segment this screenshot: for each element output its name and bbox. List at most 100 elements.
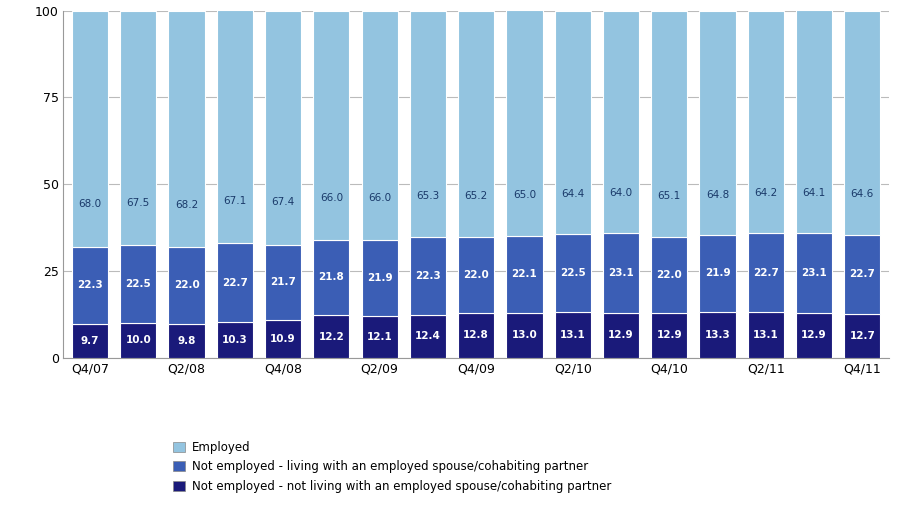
Text: 22.5: 22.5	[125, 279, 151, 289]
Text: 22.0: 22.0	[174, 280, 200, 290]
Bar	[410, 315, 446, 358]
Bar	[651, 313, 688, 358]
Bar	[72, 11, 108, 247]
Text: 22.3: 22.3	[77, 280, 102, 290]
Text: 64.4: 64.4	[561, 189, 584, 199]
Text: 12.2: 12.2	[318, 331, 345, 341]
Bar	[554, 312, 590, 358]
Text: 22.7: 22.7	[753, 268, 779, 278]
Bar	[362, 316, 398, 358]
Text: 10.0: 10.0	[125, 335, 151, 346]
Bar	[651, 11, 688, 237]
Text: 68.2: 68.2	[175, 200, 199, 210]
Bar	[362, 11, 398, 240]
Bar	[699, 11, 736, 236]
Text: 67.1: 67.1	[223, 196, 247, 206]
Text: 21.9: 21.9	[705, 268, 730, 278]
Bar	[747, 312, 784, 358]
Text: 22.5: 22.5	[560, 268, 586, 278]
Text: 9.7: 9.7	[81, 336, 99, 346]
Text: 21.7: 21.7	[270, 277, 296, 287]
Legend: Employed, Not employed - living with an employed spouse/cohabiting partner, Not : Employed, Not employed - living with an …	[169, 436, 616, 498]
Text: 66.0: 66.0	[368, 194, 391, 204]
Text: 13.1: 13.1	[753, 330, 778, 340]
Text: 13.1: 13.1	[560, 330, 586, 340]
Bar	[410, 237, 446, 315]
Bar	[458, 237, 494, 313]
Text: 64.8: 64.8	[706, 190, 729, 200]
Bar	[265, 11, 301, 245]
Bar	[603, 313, 639, 358]
Text: 64.0: 64.0	[610, 188, 632, 198]
Bar	[796, 232, 832, 313]
Bar	[313, 315, 349, 358]
Text: 22.0: 22.0	[463, 270, 489, 280]
Bar	[169, 247, 205, 323]
Text: 10.9: 10.9	[270, 334, 296, 344]
Bar	[603, 232, 639, 313]
Bar	[169, 323, 205, 358]
Text: 64.6: 64.6	[851, 189, 874, 199]
Text: 12.4: 12.4	[415, 331, 441, 341]
Bar	[603, 11, 639, 232]
Bar	[265, 245, 301, 320]
Bar	[506, 236, 542, 312]
Text: 12.8: 12.8	[463, 330, 489, 340]
Bar	[844, 235, 881, 313]
Bar	[217, 322, 253, 358]
Bar	[554, 11, 590, 234]
Text: 12.9: 12.9	[801, 330, 827, 340]
Text: 21.8: 21.8	[318, 272, 345, 282]
Text: 23.1: 23.1	[608, 268, 634, 278]
Bar	[747, 234, 784, 312]
Text: 22.0: 22.0	[657, 270, 682, 280]
Text: 12.9: 12.9	[657, 330, 682, 340]
Text: 66.0: 66.0	[320, 194, 343, 204]
Bar	[313, 11, 349, 240]
Text: 23.1: 23.1	[801, 268, 827, 278]
Bar	[121, 323, 156, 358]
Text: 22.1: 22.1	[512, 269, 537, 279]
Text: 13.0: 13.0	[512, 330, 537, 340]
Text: 13.3: 13.3	[705, 330, 730, 340]
Bar	[121, 245, 156, 323]
Text: 64.2: 64.2	[754, 188, 777, 198]
Bar	[265, 320, 301, 358]
Bar	[506, 312, 542, 358]
Bar	[72, 324, 108, 358]
Bar	[458, 11, 494, 237]
Text: 65.1: 65.1	[658, 191, 681, 201]
Bar	[410, 11, 446, 237]
Text: 65.0: 65.0	[512, 190, 536, 200]
Text: 10.3: 10.3	[222, 335, 248, 345]
Bar	[506, 10, 542, 236]
Text: 22.7: 22.7	[222, 278, 248, 288]
Text: 22.7: 22.7	[849, 269, 875, 279]
Bar	[313, 240, 349, 315]
Bar	[121, 11, 156, 245]
Bar	[554, 234, 590, 312]
Text: 12.9: 12.9	[609, 330, 634, 340]
Bar	[844, 313, 881, 358]
Text: 67.5: 67.5	[127, 198, 150, 208]
Bar	[699, 311, 736, 358]
Text: 67.4: 67.4	[271, 197, 295, 207]
Bar	[72, 247, 108, 324]
Text: 68.0: 68.0	[79, 199, 102, 209]
Text: 65.2: 65.2	[464, 191, 488, 201]
Text: 21.9: 21.9	[366, 272, 393, 282]
Bar	[699, 236, 736, 311]
Bar	[458, 313, 494, 358]
Bar	[169, 11, 205, 247]
Text: 64.1: 64.1	[803, 188, 825, 198]
Text: 65.3: 65.3	[416, 191, 440, 201]
Bar	[651, 237, 688, 313]
Text: 9.8: 9.8	[178, 336, 196, 346]
Bar	[362, 240, 398, 316]
Bar	[796, 10, 832, 232]
Text: 22.3: 22.3	[415, 271, 441, 281]
Bar	[844, 11, 881, 235]
Bar	[217, 10, 253, 243]
Bar	[796, 313, 832, 358]
Bar	[217, 243, 253, 322]
